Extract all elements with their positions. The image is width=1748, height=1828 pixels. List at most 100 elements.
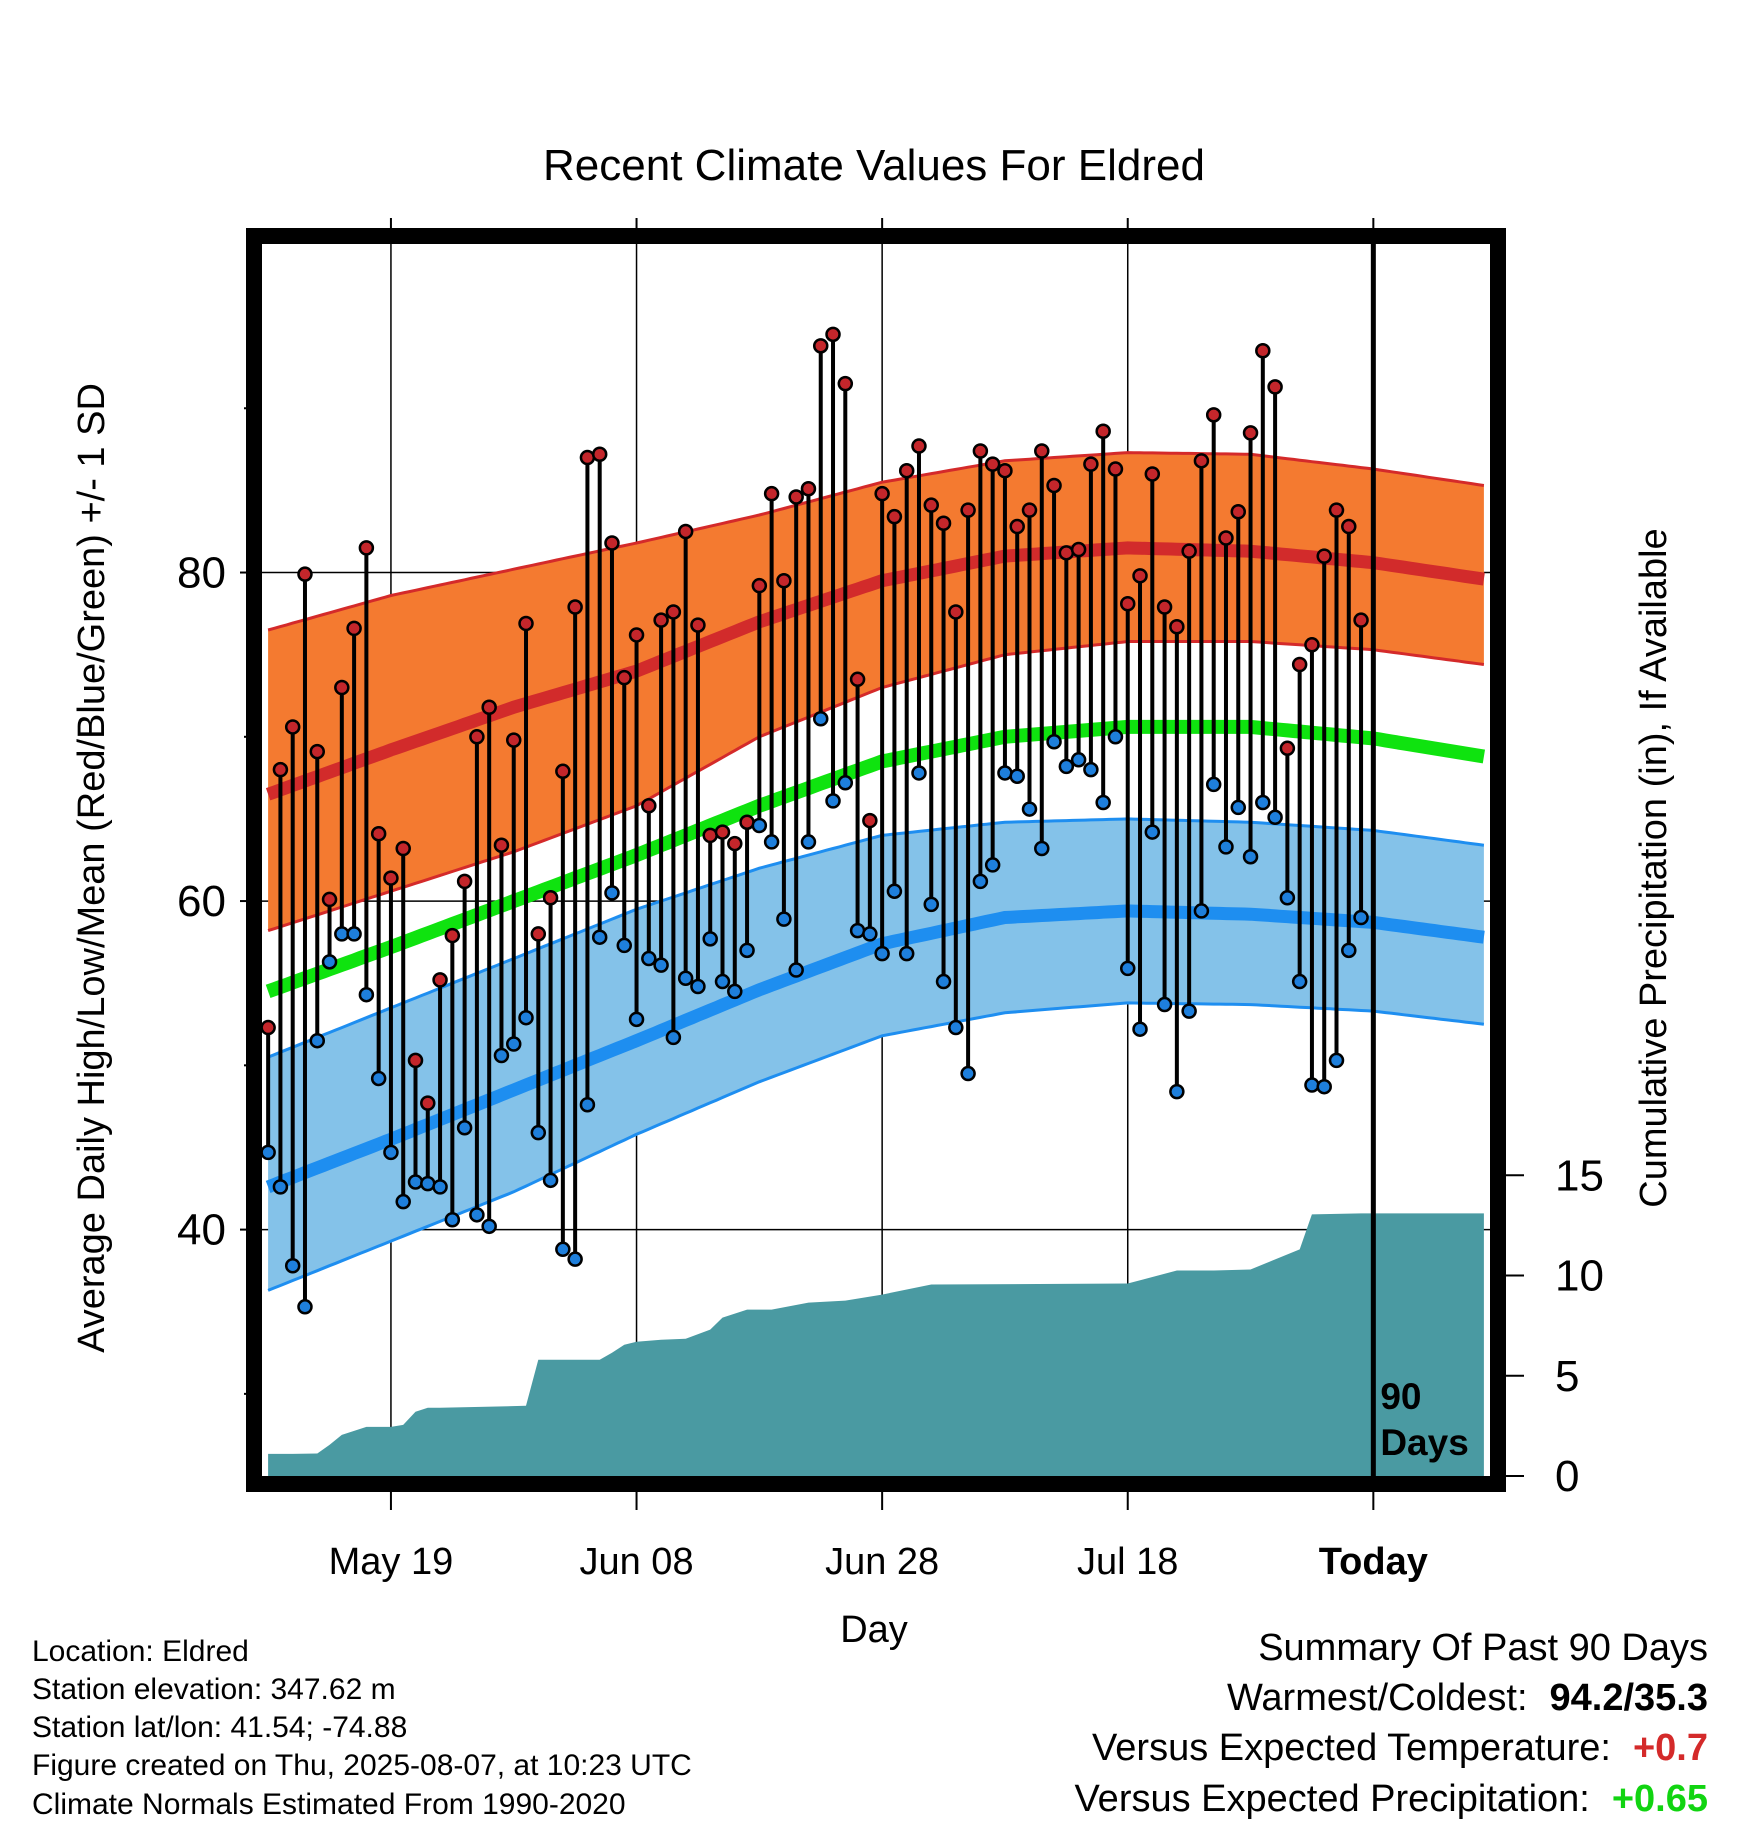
daily-high-point — [1230, 504, 1247, 520]
daily-high-point — [1046, 477, 1062, 494]
daily-high-point — [272, 761, 289, 778]
daily-high-point — [1169, 618, 1185, 635]
daily-high-point — [530, 926, 547, 942]
daily-low-point — [1169, 1083, 1185, 1100]
daily-low-point — [518, 1009, 534, 1026]
daily-high-point — [911, 438, 927, 454]
daily-high-point — [972, 443, 989, 459]
x-tick-label: Jul 18 — [1077, 1541, 1178, 1583]
normal-high-band-upper-edge — [267, 451, 1485, 632]
daily-high-point — [923, 497, 940, 513]
daily-low-point — [1218, 839, 1234, 855]
daily-high-point — [1083, 456, 1099, 472]
daily-high-point — [1255, 343, 1271, 359]
daily-high-point — [886, 508, 903, 525]
info-location: Location: Eldred — [32, 1635, 249, 1668]
daily-low-point — [972, 873, 989, 890]
daily-low-point — [997, 765, 1013, 781]
normal-low-line — [265, 904, 1485, 1193]
daily-high-point — [702, 827, 718, 844]
daily-low-point — [469, 1207, 485, 1223]
daily-low-point — [653, 957, 669, 973]
daily-high-point — [420, 1095, 436, 1111]
daily-high-point — [604, 535, 620, 551]
daily-low-point — [1353, 909, 1369, 926]
daily-high-point — [677, 523, 694, 540]
daily-high-point — [518, 615, 534, 632]
daily-high-point — [653, 612, 669, 628]
daily-low-point — [1095, 794, 1111, 811]
daily-high-point — [284, 719, 301, 735]
daily-high-point — [370, 825, 387, 842]
daily-high-point — [1144, 466, 1161, 482]
daily-low-point — [665, 1029, 682, 1046]
daily-high-point — [788, 489, 804, 505]
x-tick-label: May 19 — [329, 1541, 454, 1583]
daily-high-point — [1353, 612, 1369, 628]
daily-low-point — [395, 1193, 411, 1210]
daily-low-point — [260, 1144, 276, 1161]
daily-high-point — [346, 620, 362, 637]
daily-low-point — [1021, 801, 1038, 817]
summary-title-text: Summary Of Past 90 Days — [1258, 1627, 1708, 1669]
daily-low-point — [321, 954, 338, 970]
daily-high-point — [591, 446, 608, 463]
daily-low-point — [788, 962, 804, 978]
plot-frame: 90 Days — [246, 228, 1506, 1492]
x-axis-label: Day — [840, 1609, 908, 1651]
daily-high-point — [849, 671, 866, 688]
daily-high-point — [763, 485, 780, 502]
daily-low-point — [432, 1179, 448, 1195]
daily-high-point — [812, 338, 829, 354]
daily-high-point — [1341, 518, 1357, 535]
daily-high-point — [297, 566, 313, 582]
normal-high-band-lower-edge — [267, 640, 1485, 933]
x-tick-label: Jun 08 — [579, 1541, 693, 1583]
summary-title: Summary Of Past 90 Days — [1258, 1627, 1708, 1670]
daily-low-point — [812, 710, 829, 727]
daily-high-point — [874, 485, 890, 502]
daily-low-point — [444, 1211, 461, 1228]
daily-low-point — [800, 834, 817, 850]
daily-low-point — [542, 1172, 559, 1189]
normal-high-band — [268, 452, 1484, 931]
daily-high-point — [862, 812, 878, 829]
daily-high-point — [1058, 545, 1075, 561]
daily-low-point — [505, 1036, 522, 1052]
daily-high-point — [481, 699, 497, 715]
daily-high-point — [825, 326, 841, 343]
daily-high-point — [616, 669, 633, 686]
daily-high-point — [800, 481, 817, 497]
y2-tick-label: 10 — [1555, 1252, 1604, 1301]
daily-high-point — [567, 599, 583, 615]
daily-low-point — [690, 978, 706, 995]
daily-high-point — [1070, 541, 1087, 558]
daily-high-point — [1316, 548, 1332, 564]
daily-low-point — [763, 834, 780, 850]
daily-low-point — [297, 1299, 313, 1315]
daily-low-point — [1181, 1003, 1197, 1019]
normal-high-line — [265, 541, 1485, 801]
daily-high-point — [1242, 425, 1259, 441]
daily-high-point — [1009, 518, 1025, 535]
daily-low-point — [407, 1174, 424, 1190]
daily-high-point — [555, 763, 571, 780]
daily-low-point — [898, 945, 915, 962]
daily-low-point — [874, 945, 890, 962]
daily-high-point — [1205, 407, 1222, 423]
plot-border — [246, 228, 1506, 1492]
daily-high-point — [751, 577, 768, 594]
today-days-label: 90 — [1380, 1376, 1421, 1417]
daily-high-point — [1291, 656, 1308, 673]
y2-tick-label: 0 — [1555, 1452, 1579, 1501]
y-tick-label: 40 — [177, 1206, 226, 1255]
daily-low-point — [677, 970, 694, 987]
normal-bands — [265, 451, 1486, 1292]
daily-high-point — [542, 890, 559, 906]
daily-high-point — [1193, 453, 1210, 469]
daily-high-point — [1181, 543, 1197, 559]
summary-warmest-coldest: Warmest/Coldest: 94.2/35.3 — [1227, 1677, 1708, 1720]
daily-low-point — [1341, 942, 1357, 959]
daily-high-point — [1304, 637, 1320, 653]
daily-high-point — [628, 627, 645, 643]
